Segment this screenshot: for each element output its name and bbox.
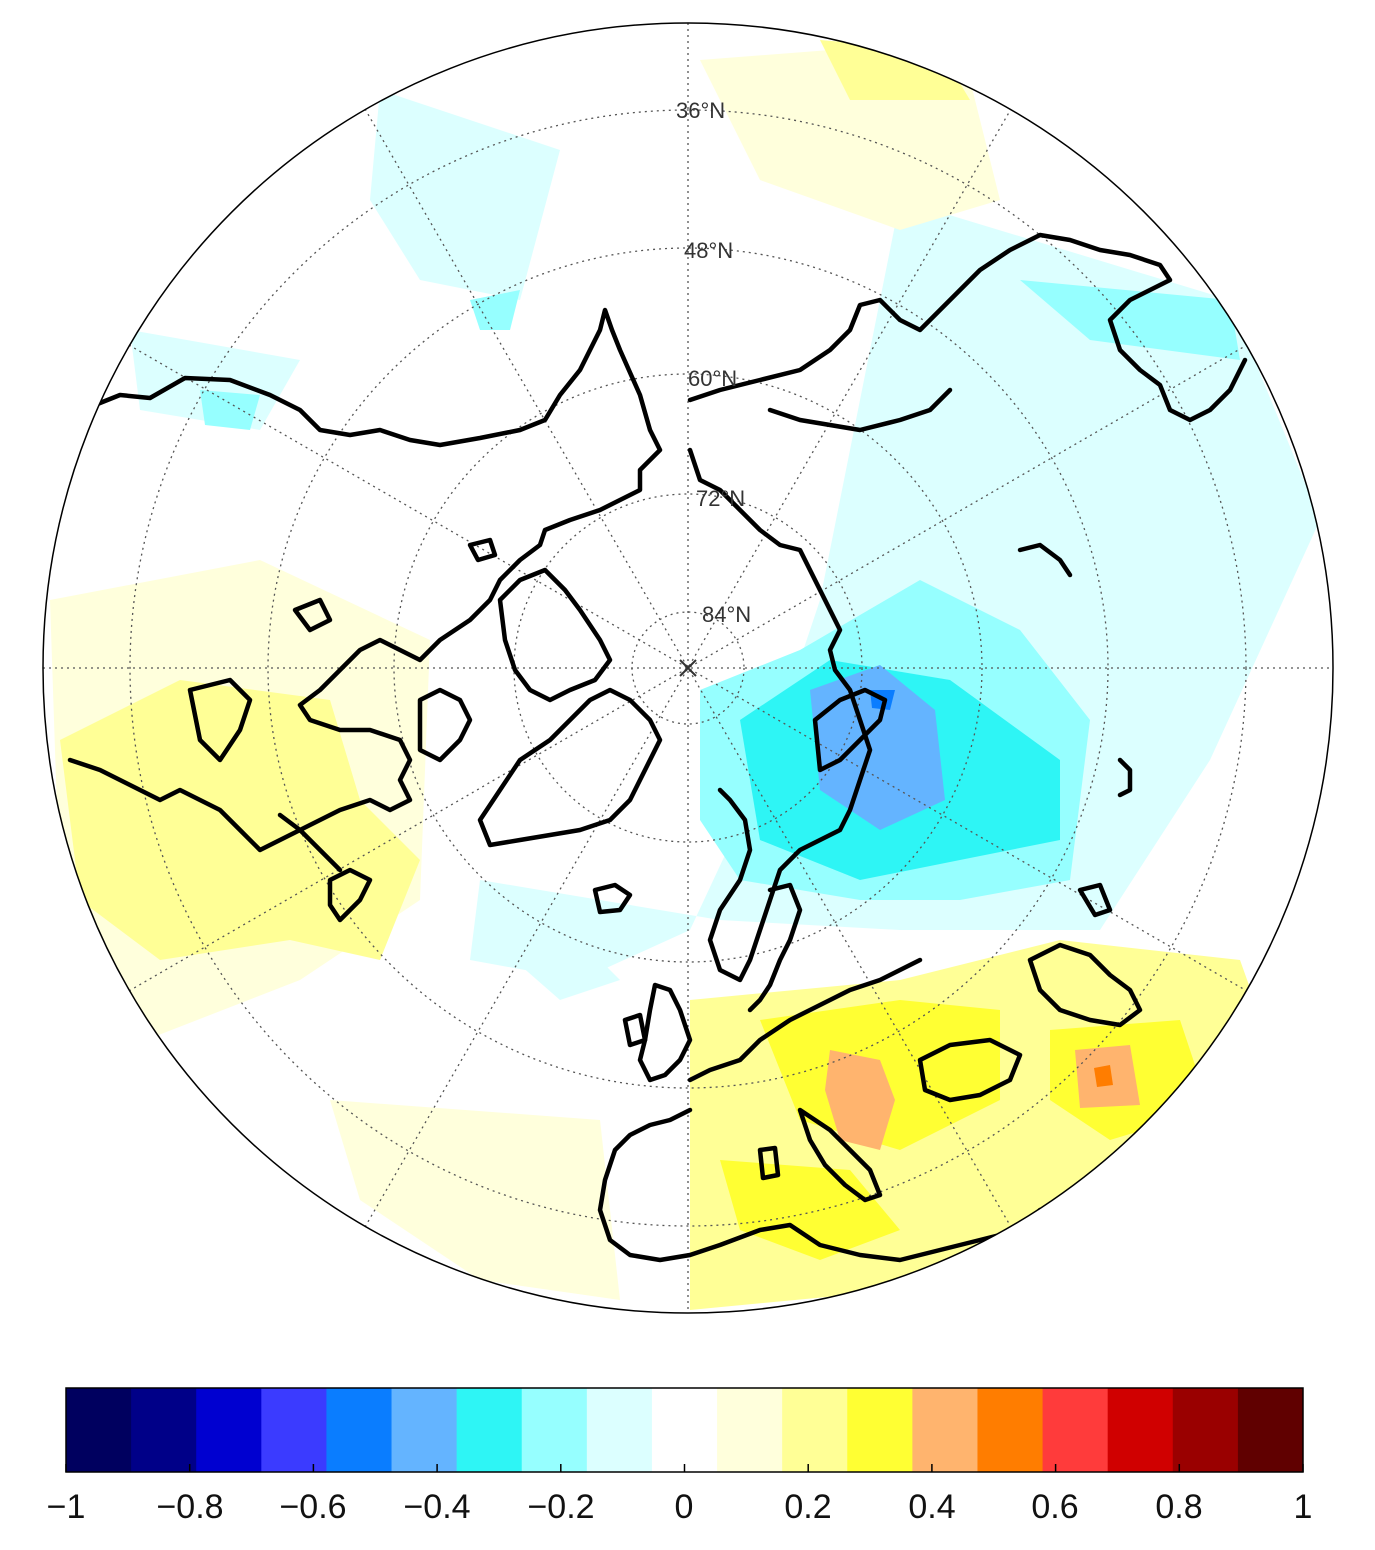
colorbar-tick-label: −0.6 [279,1488,346,1526]
anomaly-patch [720,1160,900,1260]
colorbar-ticks [65,1464,1304,1472]
anomaly-patch [370,90,560,300]
lat-label-48: 48°N [684,238,733,263]
colorbar-cell [326,1388,393,1472]
lat-label-60: 60°N [688,366,737,391]
colorbar-cell [717,1388,783,1472]
map-boundary [42,22,1334,1314]
colorbar-cell [261,1388,327,1472]
colorbar-cell [1237,1388,1304,1472]
colorbar-tick-label: −0.2 [527,1488,594,1526]
colorbar-cell [1107,1388,1174,1472]
colorbar-cell [1172,1388,1239,1472]
anomaly-patch [330,1100,620,1300]
lat-label-84: 84°N [702,602,751,627]
colorbar-cell [456,1388,523,1472]
coastlines [67,232,1248,1263]
anomaly-patch [480,920,620,1000]
anomaly-patch [470,290,520,330]
map-disk: 36°N 48°N 60°N 72°N 84°N [42,22,1334,1314]
colorbar-cell [586,1388,653,1472]
colorbar-tick-label: 0.6 [1031,1488,1078,1526]
lat-label-36: 36°N [676,98,725,123]
colorbar-cell [196,1388,262,1472]
colorbar-tick-label: −0.8 [156,1488,223,1526]
lat-label-72: 72°N [696,486,745,511]
colorbar-labels: −1 −0.8 −0.6 −0.4 −0.2 0 0.2 0.4 0.6 0.8… [47,1488,1313,1526]
colorbar-cell [131,1388,197,1472]
colorbar-cell [977,1388,1044,1472]
colorbar-cell [847,1388,913,1472]
colorbar-tick-label: 0.2 [784,1488,831,1526]
anomaly-patch [690,940,1290,1310]
colorbar-tick-label: −0.4 [403,1488,470,1526]
colorbar-cells [66,1388,1304,1472]
colorbar-cell [521,1388,588,1472]
anomaly-patch [810,665,945,830]
latitude-labels: 36°N 48°N 60°N 72°N 84°N [676,98,751,627]
colorbar-cell [782,1388,848,1472]
anomaly-patch [1094,1065,1113,1087]
colorbar: −1 −0.8 −0.6 −0.4 −0.2 0 0.2 0.4 0.6 0.8… [47,1387,1313,1526]
anomaly-patch [825,1050,895,1150]
pole-marker [679,659,697,677]
anomaly-patch [470,200,1320,980]
anomaly-patch [200,390,260,430]
colorbar-cell [912,1388,978,1472]
colorbar-tick-label: −1 [47,1488,86,1526]
colorbar-tick-label: 0.4 [908,1488,955,1526]
colorbar-tick-label: 0.8 [1155,1488,1202,1526]
colorbar-cell [651,1388,718,1472]
colorbar-tick-label: 1 [1294,1488,1313,1526]
colorbar-cell [391,1388,458,1472]
anomaly-patch [1020,280,1240,360]
colorbar-tick-label: 0 [675,1488,694,1526]
colorbar-cell [66,1388,132,1472]
colorbar-cell [1042,1388,1109,1472]
